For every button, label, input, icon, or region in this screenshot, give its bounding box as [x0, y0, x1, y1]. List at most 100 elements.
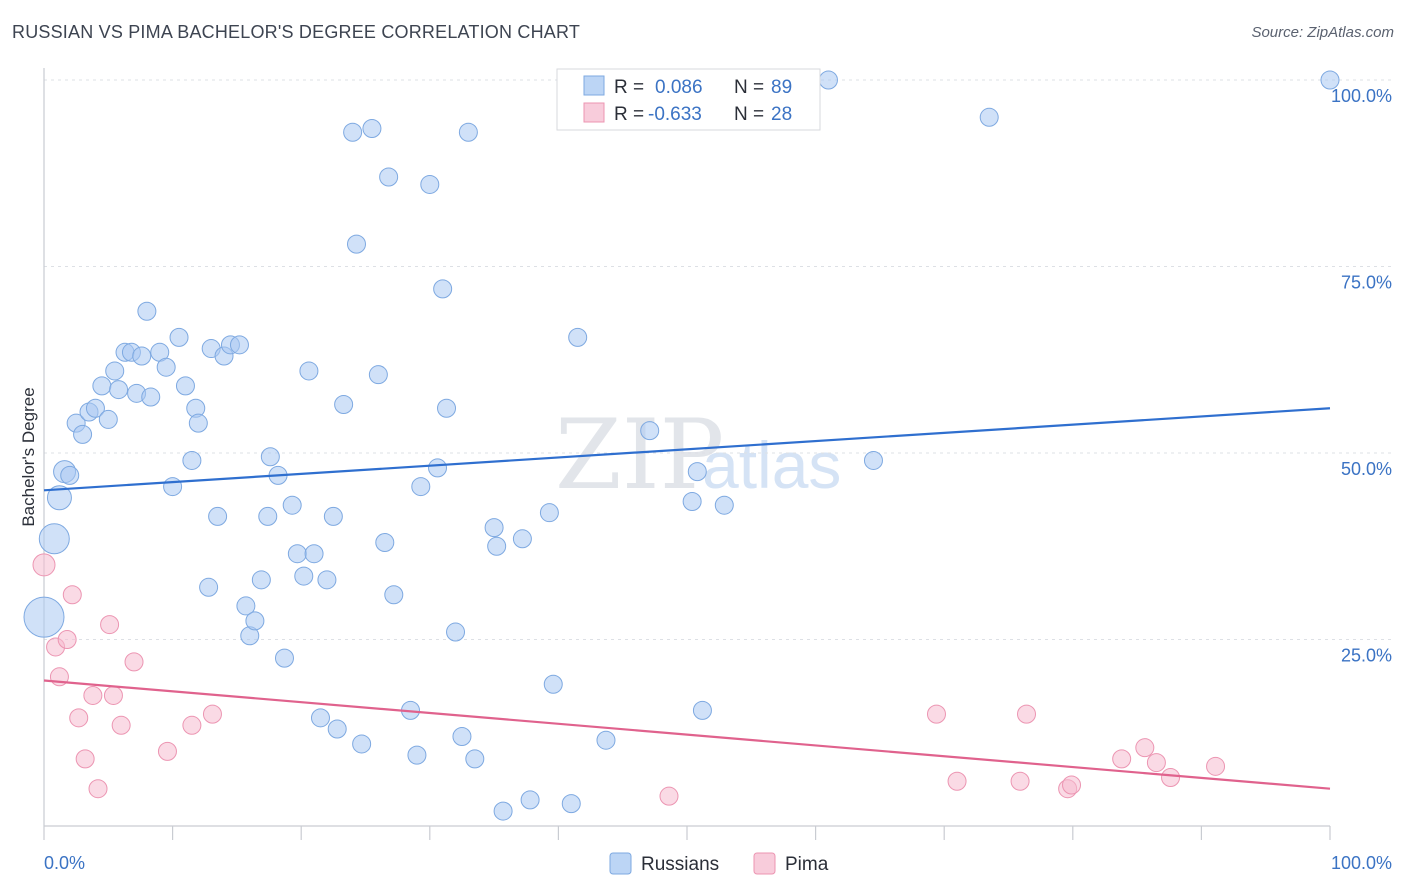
russians-data-point	[979, 107, 999, 127]
pima-data-point	[100, 615, 120, 635]
pima-data-point	[32, 553, 56, 577]
pima-data-point	[83, 685, 103, 705]
russians-data-point	[368, 365, 388, 385]
russians-data-point	[487, 536, 507, 556]
russians-data-point	[38, 523, 70, 555]
x-axis-ticks	[43, 826, 1331, 840]
y-tick-label-100: 100.0%	[1331, 86, 1392, 106]
russians-data-point	[446, 622, 466, 642]
russians-data-point	[452, 726, 472, 746]
pima-data-point	[157, 741, 177, 761]
russians-data-point	[640, 421, 660, 441]
pima-data-point	[202, 704, 222, 724]
legend-russians-icon	[609, 852, 632, 875]
russians-data-point	[323, 506, 343, 526]
russians-data-point	[294, 566, 314, 586]
russians-data-point	[182, 450, 202, 470]
russians-data-point	[282, 495, 302, 515]
pima-data-point	[659, 786, 679, 806]
russians-data-point	[520, 790, 540, 810]
russians-data-point	[379, 167, 399, 187]
russians-data-point	[169, 327, 189, 347]
series-pima-points	[32, 553, 1226, 806]
russians-data-point	[251, 570, 271, 590]
russians-data-point	[141, 387, 161, 407]
russians-n-label: N =	[734, 77, 764, 98]
pima-data-point	[926, 704, 946, 724]
pima-data-point	[1206, 756, 1226, 776]
watermark-atlas: atlas	[702, 428, 841, 502]
russians-data-point	[287, 544, 307, 564]
russians-data-point	[334, 395, 354, 415]
russians-data-point	[493, 801, 513, 821]
pima-data-point	[1146, 753, 1166, 773]
russians-data-point	[245, 611, 265, 631]
russians-data-point	[163, 477, 183, 497]
russians-data-point	[317, 570, 337, 590]
russians-data-point	[98, 409, 118, 429]
russians-data-point	[199, 577, 219, 597]
russians-data-point	[132, 346, 152, 366]
pima-data-point	[62, 585, 82, 605]
pima-data-point	[124, 652, 144, 672]
russians-data-point	[343, 122, 363, 142]
russians-data-point	[561, 794, 581, 814]
pima-data-point	[1062, 775, 1082, 795]
pima-r-label: R =	[614, 104, 644, 125]
source-credit: Source: ZipAtlas.com	[1251, 24, 1394, 41]
russians-r-label: R =	[614, 77, 644, 98]
russians-data-point	[304, 544, 324, 564]
pima-data-point	[1135, 738, 1155, 758]
russians-data-point	[175, 376, 195, 396]
russians-data-point	[863, 450, 883, 470]
russians-data-point	[352, 734, 372, 754]
russians-data-point	[229, 335, 249, 355]
pima-data-point	[1112, 749, 1132, 769]
russians-r-value: 0.086	[655, 77, 703, 98]
russians-data-point	[92, 376, 112, 396]
y-tick-labels: 25.0% 50.0% 75.0% 100.0%	[1331, 86, 1392, 666]
gridlines	[44, 79, 1392, 640]
russians-data-point	[818, 70, 838, 90]
russians-data-point	[137, 301, 157, 321]
pima-data-point	[69, 708, 89, 728]
russians-trend-line	[43, 407, 1331, 492]
russians-data-point	[407, 745, 427, 765]
pima-swatch-icon	[583, 102, 605, 123]
x-tick-label-max: 100.0%	[1331, 853, 1392, 873]
russians-data-point	[258, 506, 278, 526]
pima-data-point	[75, 749, 95, 769]
pima-data-point	[182, 715, 202, 735]
russians-data-point	[714, 495, 734, 515]
russians-data-point	[465, 749, 485, 769]
russians-swatch-icon	[583, 75, 605, 96]
pima-data-point	[947, 771, 967, 791]
pima-data-point	[1017, 704, 1037, 724]
pima-n-value: 28	[771, 104, 792, 125]
russians-data-point	[512, 529, 532, 549]
series-russians-points	[23, 70, 1340, 821]
y-axis-label: Bachelor's Degree	[19, 387, 38, 526]
legend-pima-label: Pima	[785, 854, 829, 875]
pima-data-point	[103, 685, 123, 705]
pima-data-point	[1161, 768, 1181, 788]
russians-data-point	[484, 518, 504, 538]
russians-data-point	[299, 361, 319, 381]
pima-data-point	[1010, 771, 1030, 791]
bottom-legend: Russians Pima	[609, 852, 829, 875]
y-tick-label-50: 50.0%	[1341, 459, 1392, 479]
russians-data-point	[188, 413, 208, 433]
russians-data-point	[346, 234, 366, 254]
russians-data-point	[692, 700, 712, 720]
russians-data-point	[85, 398, 105, 418]
russians-data-point	[274, 648, 294, 668]
russians-data-point	[420, 174, 440, 194]
russians-data-point	[23, 596, 65, 638]
russians-data-point	[411, 477, 431, 497]
russians-data-point	[236, 596, 256, 616]
x-tick-label-min: 0.0%	[44, 853, 85, 873]
legend-russians-label: Russians	[641, 854, 719, 875]
russians-data-point	[433, 279, 453, 299]
russians-data-point	[105, 361, 125, 381]
